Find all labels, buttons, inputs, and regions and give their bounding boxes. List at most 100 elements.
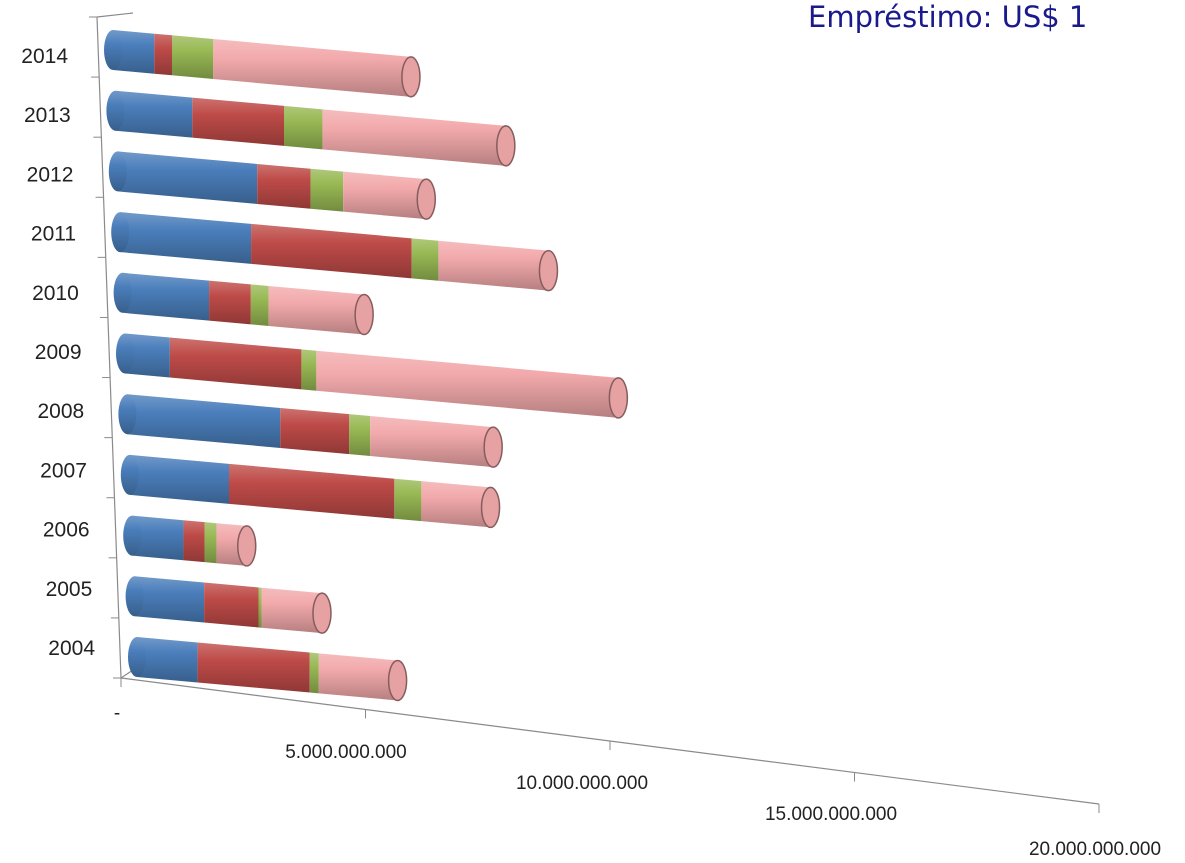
x-tick-label: - xyxy=(114,703,120,724)
bar-start-cap xyxy=(128,637,146,677)
category-label: 2005 xyxy=(46,578,93,601)
category-label: 2013 xyxy=(24,104,71,127)
bar-segment xyxy=(268,285,365,335)
bar-segment xyxy=(229,463,395,519)
bar-group-2010 xyxy=(113,272,374,336)
bar-segment xyxy=(309,652,319,694)
bar-group-2012 xyxy=(108,151,437,220)
bar-group-2009 xyxy=(116,333,629,419)
bar-start-cap xyxy=(111,212,130,253)
bar-start-cap xyxy=(118,394,137,435)
bar-segment xyxy=(209,280,251,325)
bar-segment xyxy=(197,642,310,693)
bar-segment xyxy=(318,653,398,701)
bar-segment xyxy=(120,212,252,264)
x-tick-label: 20.000.000.000 xyxy=(1029,839,1161,860)
bar-segment xyxy=(137,637,198,683)
bar-group-2008 xyxy=(118,394,503,468)
bar-segment xyxy=(394,478,422,522)
bar-group-2007 xyxy=(120,454,501,529)
bars xyxy=(104,30,629,702)
category-label: 2012 xyxy=(27,163,74,186)
category-label: 2007 xyxy=(40,459,87,482)
y-axis-line xyxy=(96,16,122,679)
bar-segment xyxy=(251,223,412,279)
bar-segment xyxy=(280,407,350,455)
bar-segment xyxy=(192,97,285,146)
bar-segment xyxy=(113,30,155,74)
bar-segment xyxy=(322,109,506,166)
bar-segment xyxy=(310,168,344,212)
x-tick-label: 5.000.000.000 xyxy=(285,742,407,763)
y-axis-cap xyxy=(96,12,134,18)
bar-group-2006 xyxy=(123,515,257,567)
x-tick-label: 10.000.000.000 xyxy=(516,773,648,794)
bar-end-cap xyxy=(496,125,516,167)
category-label: 2014 xyxy=(21,45,68,68)
axes xyxy=(89,12,1100,813)
bar-end-cap xyxy=(401,56,421,98)
bar-segment xyxy=(213,39,411,97)
bar-segment xyxy=(154,33,172,76)
bar-start-cap xyxy=(104,30,122,70)
bar-end-cap xyxy=(354,293,374,336)
bar-segment xyxy=(169,337,302,390)
bar-segment xyxy=(301,349,317,391)
bar-group-2013 xyxy=(106,90,516,167)
bar-segment xyxy=(257,163,311,209)
category-label: 2004 xyxy=(48,637,95,660)
bar-segment xyxy=(115,90,193,138)
bar-segment xyxy=(129,454,230,504)
bar-segment xyxy=(171,35,214,80)
bar-segment xyxy=(125,333,170,378)
bar-segment xyxy=(261,587,322,634)
chart-title: Empréstimo: US$ 1 xyxy=(808,0,1087,34)
bar-end-cap xyxy=(480,486,501,529)
category-label: 2009 xyxy=(35,341,82,364)
bar-end-cap xyxy=(538,249,559,292)
bar-segment xyxy=(284,105,323,150)
bar-segment xyxy=(204,522,217,564)
bar-start-cap xyxy=(120,454,139,495)
bar-segment xyxy=(343,171,427,220)
bar-segment xyxy=(122,272,210,321)
bar-segment xyxy=(132,515,184,561)
bar-segment xyxy=(204,582,259,628)
bar-segment xyxy=(421,481,491,528)
bar-end-cap xyxy=(312,592,332,634)
category-label: 2010 xyxy=(32,282,79,305)
bar-start-cap xyxy=(106,90,125,131)
bar-start-cap xyxy=(113,272,132,313)
bar-start-cap xyxy=(123,515,142,556)
bar-segment xyxy=(370,416,494,468)
category-label: 2006 xyxy=(43,519,90,542)
bar-segment xyxy=(250,284,269,326)
bar-segment xyxy=(127,394,281,448)
bar-group-2011 xyxy=(111,212,559,292)
bar-segment xyxy=(134,576,205,623)
bar-group-2005 xyxy=(125,576,332,634)
bar-start-cap xyxy=(116,333,134,374)
bar-end-cap xyxy=(416,178,437,220)
x-tick-label: 15.000.000.000 xyxy=(765,804,897,825)
bar-start-cap xyxy=(108,151,127,192)
bar-start-cap xyxy=(125,576,144,617)
bar-end-cap xyxy=(483,426,503,468)
category-label: 2011 xyxy=(31,223,76,246)
bar-segment xyxy=(316,350,619,418)
bar-segment xyxy=(183,520,205,563)
bar-segment xyxy=(349,414,371,457)
bar-end-cap xyxy=(608,377,629,419)
labels: - 5.000.000.000 10.000.000.000 15.000.000.0… xyxy=(21,45,1161,860)
bar-end-cap xyxy=(387,659,408,702)
bar-segment xyxy=(258,587,262,628)
category-label: 2008 xyxy=(37,400,84,423)
bar-group-2014 xyxy=(104,30,421,98)
bar-end-cap xyxy=(236,525,257,567)
bar-group-2004 xyxy=(128,637,408,702)
bar-segment xyxy=(117,151,258,204)
bar-segment xyxy=(438,240,549,291)
bar-segment xyxy=(411,238,439,281)
